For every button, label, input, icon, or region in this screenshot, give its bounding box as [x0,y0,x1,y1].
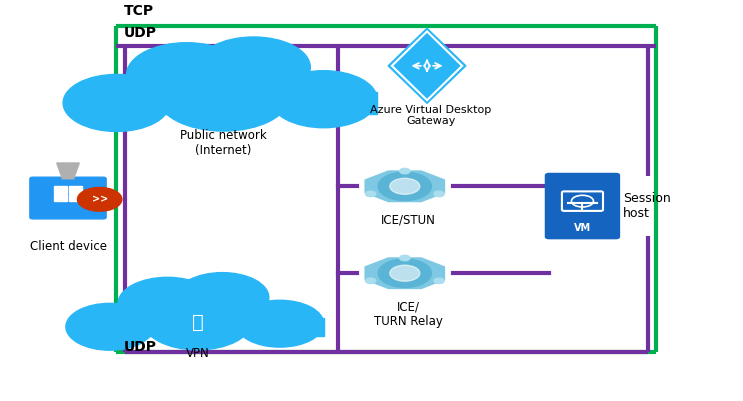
Circle shape [63,75,170,132]
Text: TCP: TCP [123,4,154,18]
Circle shape [390,265,420,281]
Circle shape [378,259,432,288]
Circle shape [175,273,269,322]
Text: >>: >> [91,194,108,205]
FancyBboxPatch shape [545,174,620,239]
Text: ⚿: ⚿ [192,313,204,332]
Text: ICE/STUN: ICE/STUN [381,213,436,226]
FancyBboxPatch shape [70,92,377,114]
Circle shape [157,60,291,131]
Circle shape [434,278,444,284]
Circle shape [236,300,324,347]
Circle shape [366,278,376,284]
Text: UDP: UDP [123,26,157,40]
FancyBboxPatch shape [30,177,106,219]
FancyBboxPatch shape [71,318,324,336]
Circle shape [390,178,420,194]
Polygon shape [365,258,444,288]
Text: Session
host: Session host [623,192,671,220]
Text: ICE/
TURN Relay: ICE/ TURN Relay [374,300,443,328]
Text: Azure Virtual Desktop
Gateway: Azure Virtual Desktop Gateway [370,105,491,126]
Polygon shape [56,163,80,179]
Text: VM: VM [574,223,591,233]
Text: Public network
(Internet): Public network (Internet) [180,129,267,157]
Text: VPN: VPN [186,348,210,360]
Polygon shape [365,171,444,202]
Circle shape [197,37,311,97]
Circle shape [143,292,253,350]
Circle shape [378,172,432,200]
Bar [54,194,67,201]
Bar [54,186,67,193]
Text: UDP: UDP [123,340,157,354]
Circle shape [66,303,154,350]
Circle shape [270,71,377,128]
Circle shape [366,191,376,196]
Polygon shape [388,28,466,103]
Circle shape [126,43,247,107]
Circle shape [434,191,444,196]
Circle shape [400,255,410,261]
Circle shape [77,188,122,211]
Text: Client device: Client device [30,240,106,253]
Circle shape [118,277,217,330]
Bar [69,186,82,193]
Bar [69,194,82,201]
Circle shape [400,168,410,174]
